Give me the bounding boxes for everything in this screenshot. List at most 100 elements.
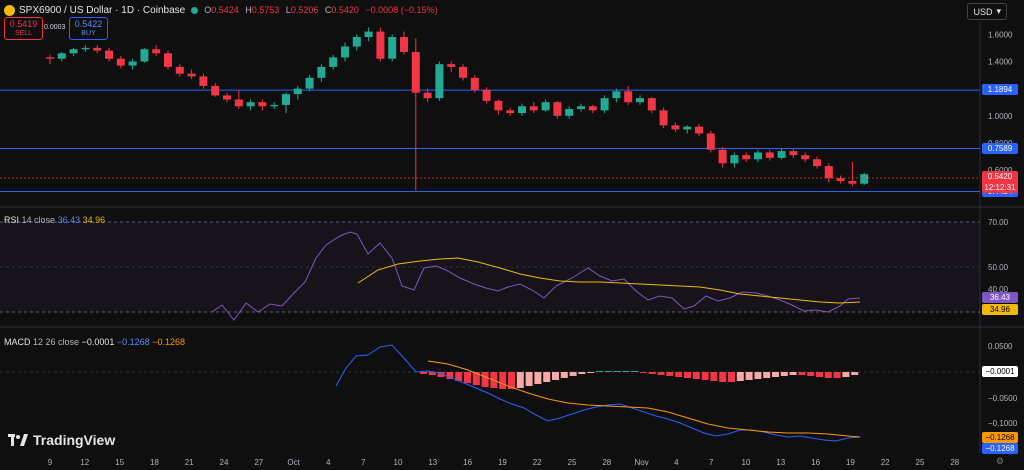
macd-hist-bar <box>710 372 718 381</box>
time-tick-label: 9 <box>48 458 53 467</box>
candle-body <box>671 125 680 130</box>
macd-hist-bar <box>833 372 841 378</box>
rsi-legend[interactable]: RSI 14 close 36.43 34.96 <box>4 215 106 225</box>
candle-body <box>376 31 385 59</box>
market-status-icon <box>191 6 199 14</box>
level-price-badge: 0.7589 <box>982 142 1018 154</box>
horizontal-levels[interactable] <box>0 89 980 193</box>
candle-body <box>718 149 727 164</box>
time-tick-label: 28 <box>950 458 959 467</box>
macd-signal-value: −0.1268 <box>152 337 185 347</box>
macd-hist-bar <box>851 372 859 375</box>
macd-hist-bar <box>701 372 709 380</box>
time-tick-label: Oct <box>287 458 300 467</box>
macd-hist-bar <box>613 371 621 372</box>
macd-hist-bar <box>525 372 533 386</box>
candle-body <box>577 106 585 109</box>
time-tick-label: 24 <box>220 458 229 467</box>
candle-body <box>588 106 597 111</box>
macd-hist-bar <box>745 372 753 380</box>
candle-body <box>789 151 798 156</box>
candle-body <box>81 47 90 50</box>
candle-body <box>57 53 66 59</box>
tradingview-logo[interactable]: TradingView <box>8 432 115 448</box>
candle-body <box>565 109 574 116</box>
candle-body <box>234 99 243 107</box>
currency-selector[interactable]: USD ▾ <box>967 3 1007 20</box>
settings-gear-icon[interactable]: ⚙ <box>995 456 1004 466</box>
price-tick-label: 0.6000 <box>988 166 1013 175</box>
macd-hist-bar <box>736 372 744 381</box>
macd-hist-bar <box>578 372 586 374</box>
time-axis[interactable]: 9 12 15 18 21 24 27 Oct 4 7 10 13 16 19 22 25 28 Nov 4 7 10 1… <box>48 458 960 467</box>
macd-legend[interactable]: MACD 12 26 close −0.0001 −0.1268 −0.1268 <box>4 337 185 347</box>
macd-hist-bar <box>780 372 788 376</box>
macd-value-badge: −0.1268 <box>982 443 1018 454</box>
rsi-band <box>0 222 980 312</box>
time-tick-label: 25 <box>916 458 925 467</box>
macd-hist-bar <box>543 372 551 382</box>
macd-hist-bar <box>772 372 779 377</box>
macd-hist-bar <box>516 372 524 388</box>
macd-hist-bar <box>420 372 427 374</box>
candle-body <box>777 151 786 158</box>
candle-body <box>246 102 255 107</box>
macd-hist-bar <box>446 372 454 379</box>
price-tick-label: 1.4000 <box>988 57 1013 66</box>
candle-body <box>848 180 857 184</box>
price-tick-label: 1.0000 <box>988 112 1013 121</box>
macd-hist-bar <box>684 372 691 378</box>
time-tick-label: 7 <box>709 458 714 467</box>
candle-body <box>765 152 774 158</box>
rsi-value: 36.43 <box>57 215 81 225</box>
chevron-down-icon: ▾ <box>996 6 1001 16</box>
macd-hist-bar <box>816 372 823 377</box>
candle-body <box>506 110 515 114</box>
time-tick-label: 25 <box>568 458 577 467</box>
candle-body <box>706 133 715 150</box>
macd-value: −0.1268 <box>116 337 150 347</box>
time-tick-label: 15 <box>115 458 124 467</box>
candle-body <box>529 106 538 111</box>
candle-body <box>624 91 633 103</box>
candle-body <box>518 106 526 114</box>
candle-body <box>824 166 833 179</box>
candle-body <box>305 77 314 89</box>
candle-body <box>223 95 231 100</box>
macd-hist-bar <box>464 372 471 383</box>
macd-hist-bar <box>499 372 507 389</box>
current-price-badge: 0.5420 12:12:31 <box>982 170 1018 193</box>
macd-hist-bar <box>754 372 762 379</box>
candle-body <box>293 88 302 95</box>
buy-button[interactable]: 0.5422 BUY <box>69 17 108 40</box>
symbol-title[interactable]: SPX6900 / US Dollar · 1D · Coinbase <box>19 4 186 16</box>
macd-hist-bar <box>455 372 463 381</box>
sell-button[interactable]: 0.5419 SELL <box>4 17 43 40</box>
macd-hist-bar <box>728 372 735 382</box>
candle-body <box>636 98 644 103</box>
macd-hist-bar <box>552 372 559 380</box>
candle-body <box>93 47 102 51</box>
macd-hist-bar <box>824 372 832 378</box>
spread-value: 0.0003 <box>44 24 66 31</box>
time-tick-label: 22 <box>533 458 542 467</box>
rsi-axis: 70.00 50.00 40.00 <box>988 218 1009 294</box>
candle-body <box>164 53 172 67</box>
macd-hist-bar <box>560 372 568 378</box>
time-tick-label: 27 <box>254 458 263 467</box>
candle-body <box>541 102 550 111</box>
candle-body <box>683 126 692 130</box>
macd-hist-bar <box>472 372 480 385</box>
candle-body <box>647 98 656 111</box>
macd-hist-bar <box>508 372 515 389</box>
candle-body <box>659 110 668 126</box>
candle-body <box>447 64 456 67</box>
candle-body <box>199 76 208 86</box>
time-tick-label: 21 <box>185 458 194 467</box>
macd-signal-badge: −0.1268 <box>982 432 1018 443</box>
rsi-tick-label: 50.00 <box>988 263 1009 272</box>
macd-hist-bar <box>569 372 577 376</box>
symbol-header: SPX6900 / US Dollar · 1D · Coinbase O0.5… <box>4 3 441 17</box>
macd-hist-bar <box>428 372 436 375</box>
